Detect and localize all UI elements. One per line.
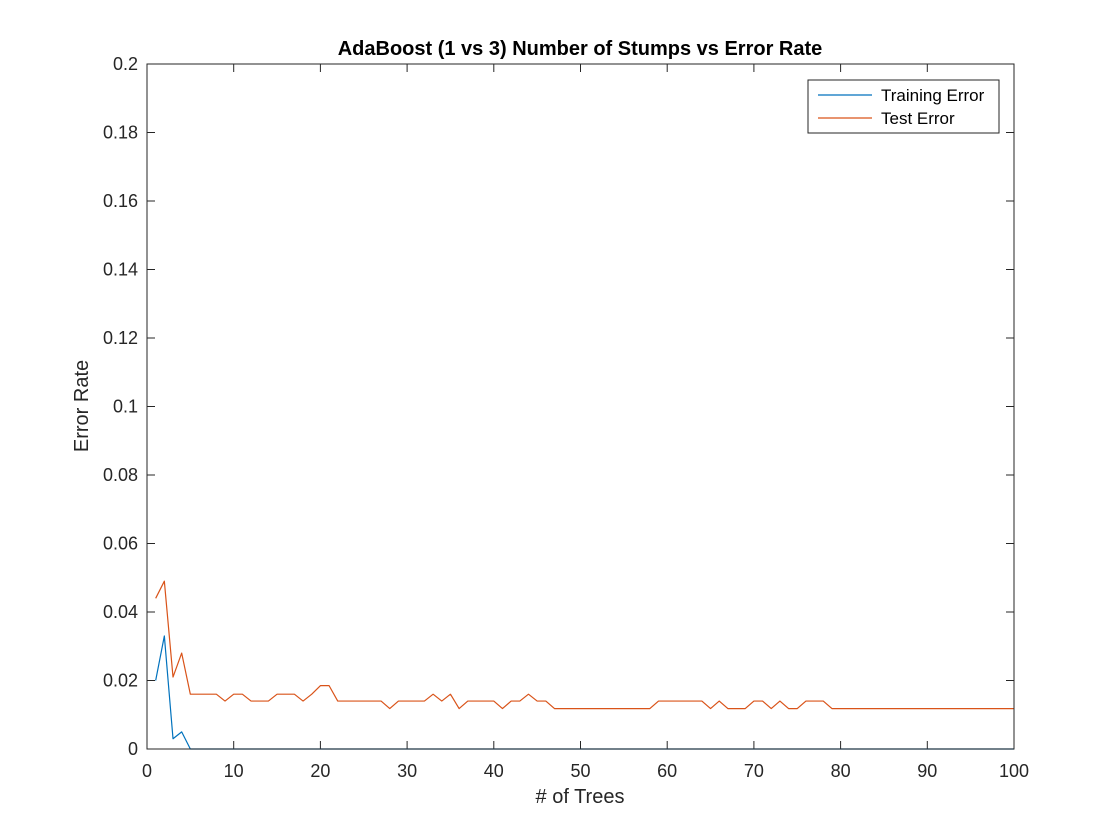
x-tick-label: 40	[484, 761, 504, 781]
x-tick-label: 90	[917, 761, 937, 781]
y-tick-label: 0.18	[103, 123, 138, 143]
x-tick-label: 70	[744, 761, 764, 781]
x-tick-label: 20	[310, 761, 330, 781]
x-tick-label: 10	[224, 761, 244, 781]
y-tick-label: 0.2	[113, 54, 138, 74]
x-axis-label: # of Trees	[536, 786, 625, 808]
x-tick-label: 50	[570, 761, 590, 781]
chart-title: AdaBoost (1 vs 3) Number of Stumps vs Er…	[338, 38, 823, 60]
series-line-training-error	[155, 635, 1014, 750]
x-tick-label: 30	[397, 761, 417, 781]
legend-label-test-error: Test Error	[881, 109, 955, 128]
y-tick-label: 0.1	[113, 397, 138, 417]
ticks-layer: 0 10 20 30 40 50 60 70 80 90 100 0 0.02 0.04 0.06 0.08 0…	[103, 54, 1029, 781]
x-tick-label: 0	[142, 761, 152, 781]
series-line-test-error	[155, 580, 1014, 710]
x-tick-label: 100	[999, 761, 1029, 781]
y-axis-label: Error Rate	[71, 360, 93, 452]
y-tick-label: 0.06	[103, 534, 138, 554]
legend: Training Error Test Error	[807, 79, 1000, 134]
series-layer	[155, 580, 1014, 750]
y-tick-label: 0	[128, 739, 138, 759]
plot-frame	[146, 63, 1015, 750]
y-tick-label: 0.02	[103, 671, 138, 691]
y-tick-label: 0.12	[103, 328, 138, 348]
y-tick-label: 0.16	[103, 191, 138, 211]
legend-box	[807, 79, 1000, 134]
legend-label-training-error: Training Error	[881, 86, 985, 105]
y-tick-label: 0.08	[103, 465, 138, 485]
x-tick-label: 60	[657, 761, 677, 781]
y-tick-label: 0.04	[103, 602, 138, 622]
y-tick-label: 0.14	[103, 260, 138, 280]
x-tick-label: 80	[831, 761, 851, 781]
